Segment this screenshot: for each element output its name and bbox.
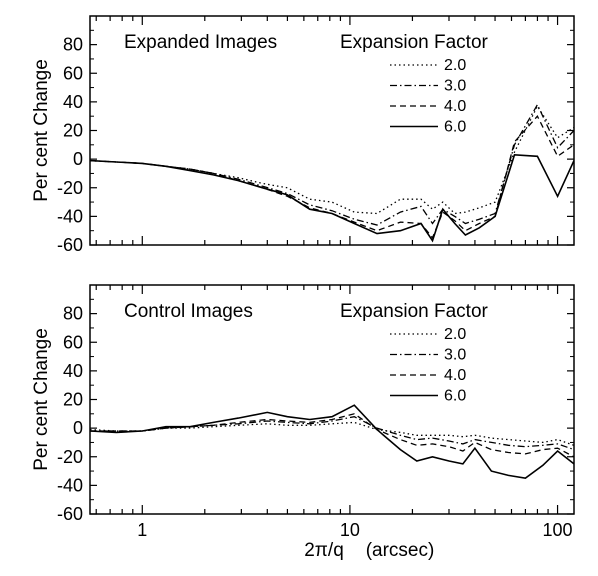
y-tick-label: 0	[73, 418, 83, 438]
y-tick-label: 60	[63, 332, 83, 352]
series-line-4.0	[90, 115, 574, 240]
series-line-3.0	[90, 416, 574, 451]
y-tick-label: -20	[57, 178, 83, 198]
panel-title: Control Images	[124, 301, 253, 322]
x-tick-label: 10	[340, 520, 360, 540]
x-tick-label: 100	[543, 520, 573, 540]
series-line-6.0	[90, 153, 574, 243]
y-tick-label: 80	[63, 304, 83, 324]
series-line-2.0	[90, 104, 574, 215]
x-axis-title: 2π/q (arcsec)	[304, 540, 434, 561]
legend-label: 6.0	[444, 119, 466, 136]
series-line-3.0	[90, 103, 574, 226]
legend-title: Expansion Factor	[340, 32, 489, 53]
y-tick-label: -40	[57, 475, 83, 495]
y-tick-label: 0	[73, 149, 83, 169]
panel-title: Expanded Images	[124, 32, 277, 53]
y-tick-label: -60	[57, 235, 83, 255]
legend-label: 2.0	[444, 326, 466, 343]
y-axis-title: Per cent Change	[31, 59, 52, 202]
series-line-4.0	[90, 413, 574, 458]
series-line-2.0	[90, 421, 574, 446]
legend-label: 4.0	[444, 98, 466, 115]
legend-label: 4.0	[444, 367, 466, 384]
legend-label: 2.0	[444, 57, 466, 74]
chart-panel-2: -60 -40 -20 0 20 40 60 80 1 10 100 Per cent Change C…	[31, 284, 575, 540]
y-tick-label: -60	[57, 504, 83, 524]
y-tick-label: 60	[63, 63, 83, 83]
x-tick-label: 1	[137, 520, 147, 540]
y-tick-label: 20	[63, 390, 83, 410]
legend-label: 3.0	[444, 347, 466, 364]
series-line-6.0	[90, 404, 574, 480]
y-tick-label: 40	[63, 92, 83, 112]
chart-panel-1: -60 -40 -20 0 20 40 60 80 Per cent Change Expande…	[31, 15, 575, 255]
y-axis-title: Per cent Change	[31, 328, 52, 471]
legend-label: 6.0	[444, 388, 466, 405]
y-tick-label: 40	[63, 361, 83, 381]
x-axis-title-unit: (arcsec)	[366, 540, 435, 561]
y-tick-label: -40	[57, 206, 83, 226]
y-tick-label: 20	[63, 121, 83, 141]
y-tick-label: -20	[57, 447, 83, 467]
x-axis-title-symbol: 2π/q	[304, 540, 344, 561]
legend-label: 3.0	[444, 78, 466, 95]
y-tick-label: 80	[63, 35, 83, 55]
legend-title: Expansion Factor	[340, 301, 489, 322]
